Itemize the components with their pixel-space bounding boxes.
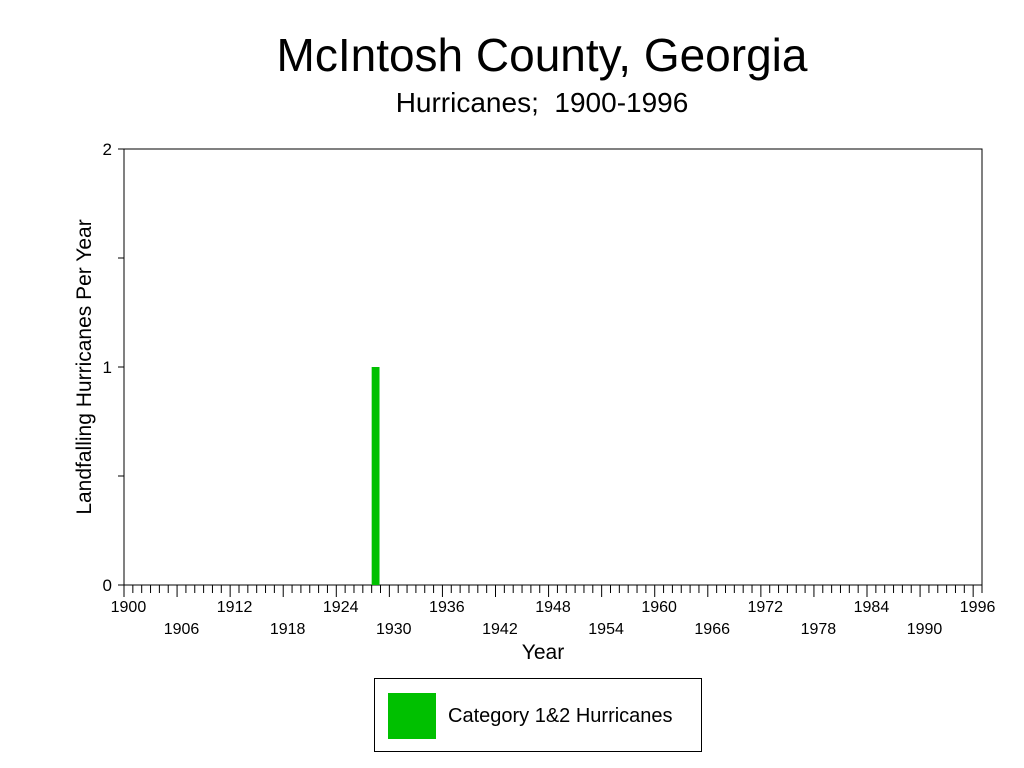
x-tick-label: 1906 (164, 621, 200, 638)
x-tick-label: 1966 (694, 621, 730, 638)
x-tick-label: 1954 (588, 621, 624, 638)
legend-swatch (388, 693, 436, 739)
x-tick-label: 1900 (111, 599, 147, 616)
x-tick-label: 1990 (907, 621, 943, 638)
x-tick-label: 1996 (960, 599, 996, 616)
y-axis-label: Landfalling Hurricanes Per Year (73, 219, 96, 514)
chart-subtitle: Hurricanes; 1900-1996 (395, 87, 689, 118)
plot-frame (123, 148, 983, 586)
x-axis-label: Year (522, 641, 564, 664)
x-tick-label: 1912 (217, 599, 253, 616)
y-tick-label: 0 (103, 576, 112, 595)
x-tick-label: 1984 (854, 599, 890, 616)
x-tick-label: 1924 (323, 599, 359, 616)
x-tick-label: 1930 (376, 621, 412, 638)
chart-title: McIntosh County, Georgia (276, 29, 808, 81)
x-tick-label: 1978 (801, 621, 837, 638)
x-tick-label: 1960 (641, 599, 677, 616)
x-tick-label: 1948 (535, 599, 571, 616)
x-tick-label: 1936 (429, 599, 465, 616)
x-tick-label: 1972 (747, 599, 783, 616)
legend: Category 1&2 Hurricanes (374, 678, 702, 752)
y-tick-label: 1 (103, 358, 112, 377)
x-tick-label: 1918 (270, 621, 306, 638)
legend-label: Category 1&2 Hurricanes (448, 705, 673, 727)
y-tick-label: 2 (103, 140, 112, 159)
x-tick-label: 1942 (482, 621, 518, 638)
bar (371, 367, 380, 585)
